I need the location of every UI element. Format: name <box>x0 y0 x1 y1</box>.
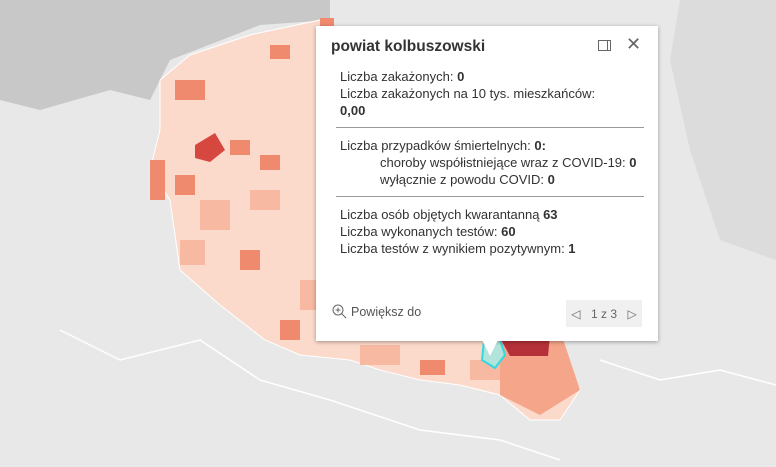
quarantine-value: 63 <box>543 207 558 222</box>
tests-value: 60 <box>501 224 516 239</box>
zoom-to-button[interactable]: Powiększ do <box>332 304 421 319</box>
popup-body: Liczba zakażonych: 0 Liczba zakażonych n… <box>336 68 644 257</box>
sea-east <box>670 0 776 260</box>
close-icon[interactable]: ✕ <box>626 34 642 54</box>
per10k-label: Liczba zakażonych na 10 tys. mieszkańców… <box>340 86 596 101</box>
zoom-in-icon <box>332 304 347 319</box>
deaths-label: Liczba przypadków śmiertelnych: <box>340 138 535 153</box>
dock-icon[interactable] <box>598 40 611 51</box>
deaths-value: 0: <box>534 138 546 153</box>
border-line <box>59 329 776 461</box>
pager-text: 1 z 3 <box>590 306 617 321</box>
powiaty-light <box>180 190 500 380</box>
popup-title: powiat kolbuszowski <box>331 38 486 55</box>
infected-label: Liczba zakażonych: <box>340 69 458 84</box>
popup: powiat kolbuszowski ✕ Liczba zakażonych:… <box>316 26 658 356</box>
tests-label: Liczba wykonanych testów: <box>340 224 502 239</box>
powiaty-mid <box>150 18 445 375</box>
covid-only-value: 0 <box>547 172 555 187</box>
separator <box>336 127 644 128</box>
pager: ◁ 1 z 3 ▷ <box>566 300 642 327</box>
next-icon[interactable]: ▷ <box>627 306 637 321</box>
powiat-high-west <box>195 133 225 162</box>
previous-icon[interactable]: ◁ <box>571 306 581 321</box>
popup-pointer <box>482 340 498 356</box>
separator <box>336 196 644 197</box>
infected-value: 0 <box>457 69 465 84</box>
comorbid-label: choroby współistniejące wraz z COVID-19: <box>380 155 630 170</box>
comorbid-value: 0 <box>629 155 637 170</box>
positive-value: 1 <box>568 241 576 256</box>
per10k-value: 0,00 <box>340 103 366 118</box>
sea <box>0 0 330 110</box>
covid-only-label: wyłącznie z powodu COVID: <box>380 172 548 187</box>
positive-label: Liczba testów z wynikiem pozytywnym: <box>340 241 569 256</box>
quarantine-label: Liczba osób objętych kwarantanną <box>340 207 544 222</box>
zoom-label: Powiększ do <box>351 304 422 319</box>
